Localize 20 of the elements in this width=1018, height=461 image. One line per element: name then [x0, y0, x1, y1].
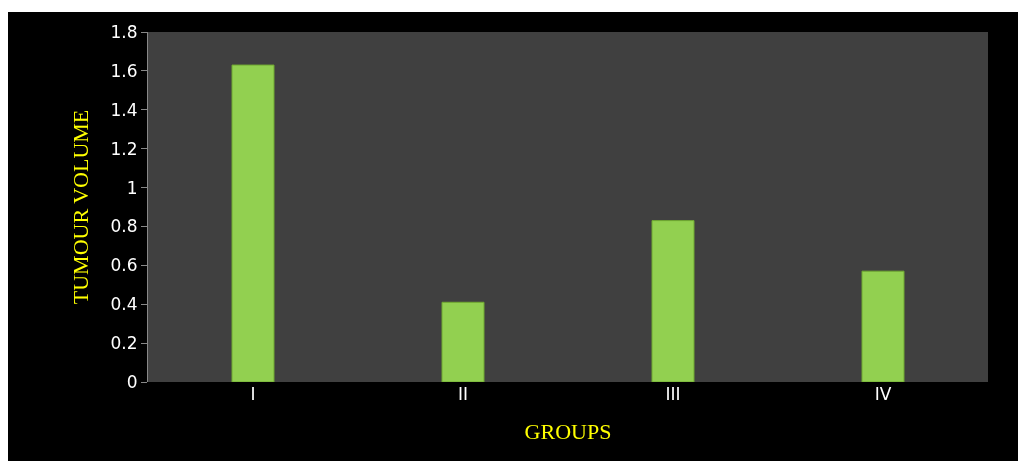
y-tick-label: 0.6 [110, 255, 138, 276]
y-tick-label: 0.8 [110, 216, 138, 237]
y-tick-label: 1.6 [110, 60, 138, 81]
bar [231, 64, 275, 382]
y-tick-label: 1.4 [110, 99, 138, 120]
y-tick-label: 1 [126, 177, 138, 198]
x-tick-label: III [665, 384, 681, 404]
bar [441, 301, 485, 382]
y-tick-label: 0 [126, 371, 138, 392]
y-tick-label: 1.8 [110, 21, 138, 42]
x-tick-label: II [457, 384, 469, 404]
bar [861, 270, 905, 382]
x-axis-title: GROUPS [524, 418, 612, 444]
bar [651, 220, 695, 382]
x-tick-label: IV [874, 384, 892, 404]
y-tick-label: 0.2 [110, 333, 138, 354]
y-tick-label: 1.2 [110, 138, 138, 159]
y-axis-title: TUMOUR VOLUME [68, 109, 94, 305]
y-tick-label: 0.4 [110, 294, 138, 315]
x-tick-label: I [250, 384, 256, 404]
